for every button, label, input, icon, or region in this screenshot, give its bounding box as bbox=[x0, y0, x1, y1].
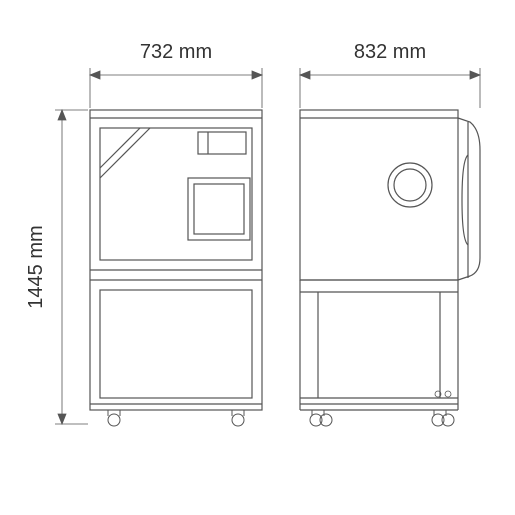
width-label: 732 mm bbox=[140, 41, 212, 63]
depth-label: 832 mm bbox=[354, 41, 426, 63]
side-view bbox=[300, 110, 480, 426]
front-view bbox=[90, 110, 262, 426]
caster-front-left bbox=[108, 410, 120, 426]
dim-height-1445 bbox=[55, 110, 88, 424]
dim-width-732 bbox=[90, 68, 262, 108]
dim-depth-832 bbox=[300, 68, 480, 108]
height-label: 1445 mm bbox=[25, 225, 47, 308]
caster-side-right bbox=[432, 410, 454, 426]
dimension-drawing: 732 mm 832 mm 1445 mm bbox=[0, 0, 515, 515]
caster-front-right bbox=[232, 410, 244, 426]
caster-side-left bbox=[310, 410, 332, 426]
